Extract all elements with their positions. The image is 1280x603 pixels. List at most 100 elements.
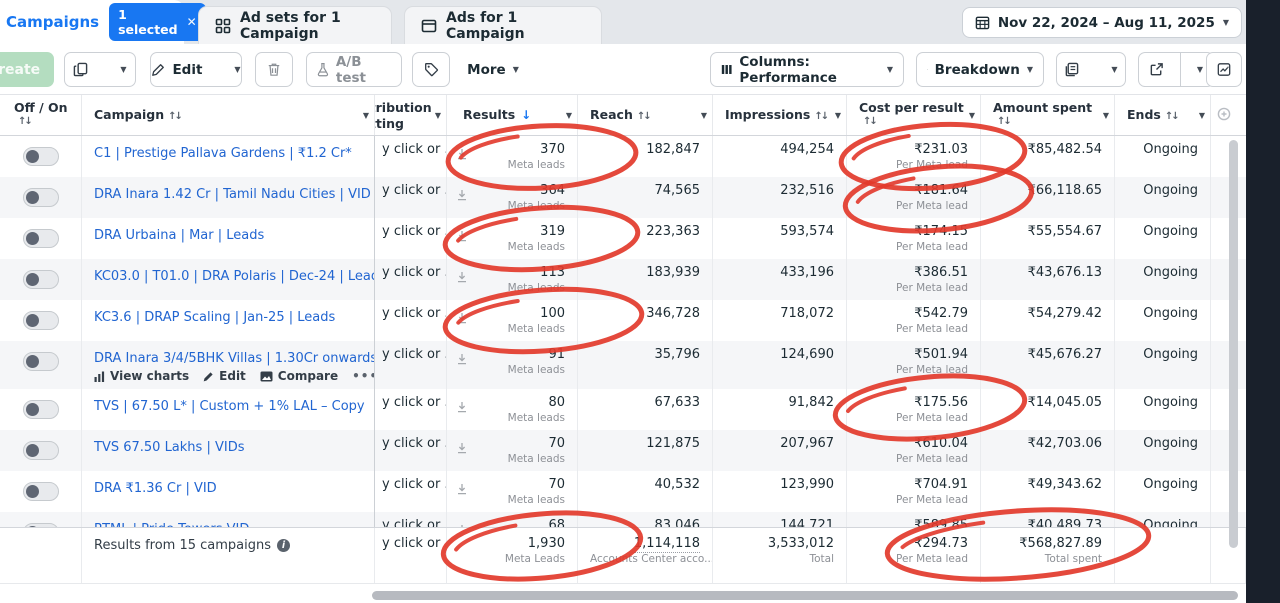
campaign-link[interactable]: DRA Inara 3/4/5BHK Villas | 1.30Cr onwar… (94, 351, 375, 366)
table-row: C1 | Prestige Pallava Gardens | ₹1.2 Cr*… (0, 136, 1246, 177)
download-leads-icon[interactable] (456, 268, 468, 287)
download-leads-icon[interactable] (456, 398, 468, 417)
reports-caret-button[interactable]: ▼ (1111, 65, 1118, 74)
attribution-cell: y click or ... (375, 341, 447, 389)
reach-cell: 74,565 (578, 177, 713, 218)
more-button[interactable]: More ▼ (458, 52, 528, 87)
campaign-header-caret-icon[interactable]: ▼ (362, 111, 369, 120)
header-column-settings[interactable] (1211, 95, 1246, 135)
impressions-cell: 124,690 (713, 341, 847, 389)
impressions-cell: 91,842 (713, 389, 847, 430)
download-leads-icon[interactable] (456, 350, 468, 369)
cost-per-result-cell: ₹231.03 Per Meta lead (847, 136, 981, 177)
breakdown-button[interactable]: Breakdown ▼ (916, 52, 1044, 87)
ends-header-caret-icon[interactable]: ▼ (1198, 111, 1205, 120)
header-campaign[interactable]: Campaign ↑↓ ▼ (82, 95, 375, 135)
edit-button[interactable]: Edit (142, 53, 211, 86)
pencil-icon (203, 371, 213, 381)
edit-caret-button[interactable]: ▼ (234, 65, 241, 74)
delete-button[interactable] (255, 52, 293, 87)
create-button[interactable]: Create (0, 52, 54, 87)
results-cell: 319 Meta leads (447, 218, 578, 259)
edit-row-button[interactable]: Edit (203, 369, 246, 383)
campaign-link[interactable]: TVS 67.50 Lakhs | VIDs (94, 440, 245, 455)
download-leads-icon[interactable] (456, 227, 468, 246)
more-row-actions-button[interactable]: ••• (352, 369, 374, 383)
duplicate-caret-button[interactable]: ▼ (120, 65, 127, 74)
cost-header-caret-icon[interactable]: ▼ (968, 111, 975, 120)
tab-ads[interactable]: Ads for 1 Campaign (404, 6, 602, 44)
campaign-toggle[interactable] (22, 352, 59, 371)
create-label: Create (0, 61, 41, 78)
reach-header-caret-icon[interactable]: ▼ (700, 111, 707, 120)
attribution-header-caret-icon[interactable]: ▼ (434, 111, 441, 120)
reports-button[interactable] (1055, 53, 1088, 86)
date-range-picker[interactable]: Nov 22, 2024 – Aug 11, 2025 ▼ (961, 7, 1242, 38)
download-leads-icon[interactable] (456, 145, 468, 164)
tab-campaigns[interactable]: Campaigns 1 selected ✕ (0, 0, 206, 44)
download-leads-icon[interactable] (456, 480, 468, 499)
campaign-toggle[interactable] (22, 147, 59, 166)
cost-total-cell: ₹294.73 Per Meta lead (847, 528, 981, 583)
campaign-link[interactable]: KC3.6 | DRAP Scaling | Jan-25 | Leads (94, 310, 336, 325)
table-row: TVS 67.50 Lakhs | VIDs y click or ... 70… (0, 430, 1246, 471)
tab-adsets[interactable]: Ad sets for 1 Campaign (198, 6, 392, 44)
amount-spent-cell: ₹54,279.42 (981, 300, 1115, 341)
tag-button[interactable] (412, 52, 450, 87)
campaign-toggle[interactable] (22, 188, 59, 207)
campaign-toggle[interactable] (22, 441, 59, 460)
amount-spent-cell: ₹14,045.05 (981, 389, 1115, 430)
add-column-icon (1217, 107, 1231, 121)
results-cell: 91 Meta leads (447, 341, 578, 389)
cost-per-result-cell: ₹542.79 Per Meta lead (847, 300, 981, 341)
clear-selection-icon[interactable]: ✕ (186, 15, 197, 29)
impressions-cell: 718,072 (713, 300, 847, 341)
campaign-toggle[interactable] (22, 311, 59, 330)
campaign-link[interactable]: DRA ₹1.36 Cr | VID (94, 481, 217, 496)
download-leads-icon[interactable] (456, 439, 468, 458)
campaign-toggle[interactable] (22, 482, 59, 501)
columns-button[interactable]: Columns: Performance ▼ (710, 52, 904, 87)
campaign-toggle[interactable] (22, 270, 59, 289)
amount-spent-cell: ₹85,482.54 (981, 136, 1115, 177)
duplicate-button[interactable] (64, 53, 97, 86)
header-amount-spent[interactable]: Amount spent ↑↓ ▼ (981, 95, 1115, 135)
view-charts-button[interactable]: View charts (94, 369, 189, 383)
info-icon[interactable]: i (277, 539, 291, 552)
ends-cell: Ongoing (1115, 218, 1211, 259)
charts-panel-button[interactable] (1206, 52, 1242, 87)
spent-header-caret-icon[interactable]: ▼ (1102, 111, 1109, 120)
bar-chart-icon (94, 371, 105, 382)
header-cost-per-result[interactable]: Cost per result ↑↓ ▼ (847, 95, 981, 135)
header-results[interactable]: Results ↓ ▼ (447, 95, 578, 135)
impressions-header-caret-icon[interactable]: ▼ (834, 111, 841, 120)
campaign-link[interactable]: DRA Urbaina | Mar | Leads (94, 228, 265, 243)
header-attribution-setting[interactable]: Attribution setting ▼ (375, 95, 447, 135)
export-caret-button[interactable]: ▼ (1196, 65, 1204, 74)
results-header-caret-icon[interactable]: ▼ (565, 111, 572, 120)
reach-total-value[interactable]: 1,114,118 (633, 536, 700, 553)
compare-button[interactable]: Compare (260, 369, 338, 383)
download-leads-icon[interactable] (456, 186, 468, 205)
vertical-scrollbar[interactable] (1229, 140, 1238, 548)
campaign-link[interactable]: C1 | Prestige Pallava Gardens | ₹1.2 Cr* (94, 146, 352, 161)
amount-spent-cell: ₹45,676.27 (981, 341, 1115, 389)
header-reach[interactable]: Reach ↑↓ ▼ (578, 95, 713, 135)
header-ends[interactable]: Ends ↑↓ ▼ (1115, 95, 1211, 135)
header-off-on[interactable]: Off / On ↑↓ (0, 95, 82, 135)
results-total-cell: 1,930 Meta Leads (447, 528, 578, 583)
campaign-toggle[interactable] (22, 229, 59, 248)
campaign-link[interactable]: KC03.0 | T01.0 | DRA Polaris | Dec-24 | … (94, 269, 375, 284)
header-impressions[interactable]: Impressions ↑↓ ▼ (713, 95, 847, 135)
campaign-toggle[interactable] (22, 400, 59, 419)
selected-filter-chip[interactable]: 1 selected ✕ (109, 3, 206, 41)
download-leads-icon[interactable] (456, 309, 468, 328)
campaign-link[interactable]: DRA Inara 1.42 Cr | Tamil Nadu Cities | … (94, 187, 371, 202)
export-button[interactable] (1140, 53, 1173, 86)
tag-icon (424, 63, 438, 77)
campaign-link[interactable]: TVS | 67.50 L* | Custom + 1% LAL – Copy (94, 399, 365, 414)
ends-cell: Ongoing (1115, 471, 1211, 512)
horizontal-scrollbar[interactable] (372, 591, 1238, 600)
ab-test-button[interactable]: A/B test (306, 52, 402, 87)
